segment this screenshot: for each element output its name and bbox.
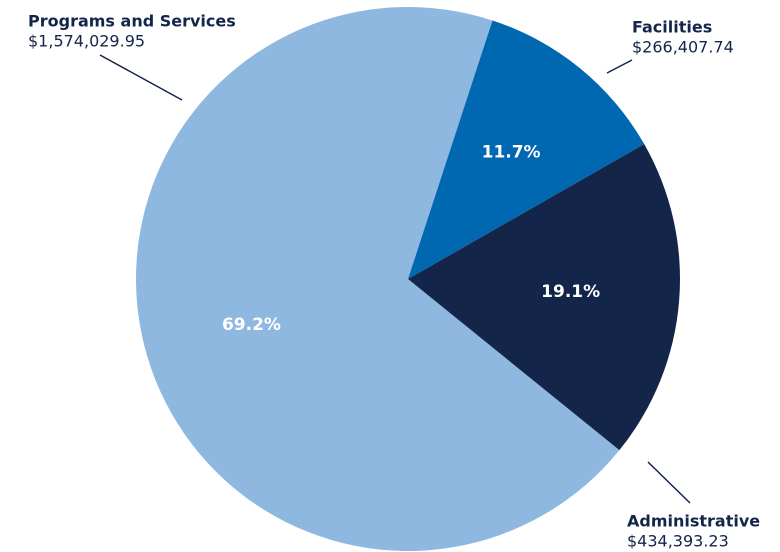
slice-label: Programs and Services <box>28 12 236 31</box>
value-label: $266,407.74 <box>632 38 734 57</box>
pie-slice <box>408 20 645 280</box>
pie <box>136 6 680 552</box>
leader-line <box>647 461 691 504</box>
leader-line <box>99 54 183 101</box>
leader-line <box>606 59 633 74</box>
percent-label: 11.7% <box>482 142 541 162</box>
pie-slice <box>136 6 620 552</box>
slice-label: Administrative <box>627 512 760 531</box>
value-label: $434,393.23 <box>627 532 729 551</box>
percent-label: 69.2% <box>222 315 281 335</box>
percent-label: 19.1% <box>541 282 600 302</box>
slice-label: Facilities <box>632 18 712 37</box>
value-label: $1,574,029.95 <box>28 32 145 51</box>
pie-slice <box>408 144 680 451</box>
